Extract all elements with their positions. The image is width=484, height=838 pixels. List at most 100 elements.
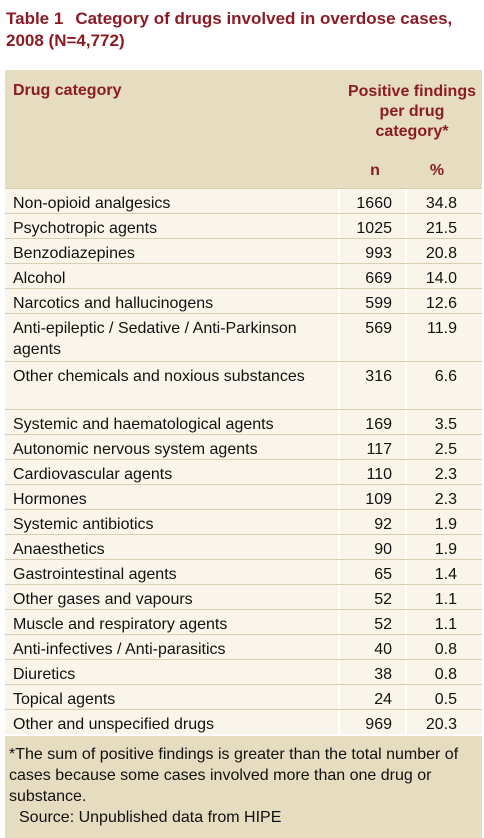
column-divider [405, 585, 407, 609]
percent: 20.3 [425, 716, 457, 733]
column-divider [405, 535, 407, 559]
percent: 0.5 [434, 691, 457, 708]
column-divider [338, 535, 340, 559]
header-category: Drug category [13, 82, 122, 99]
column-divider [405, 510, 407, 534]
column-divider [405, 610, 407, 634]
table-row: Diuretics 38 0.8 [5, 659, 482, 684]
source: Source: Unpublished data from HIPE [19, 809, 282, 826]
percent: 0.8 [434, 641, 457, 658]
column-divider [405, 560, 407, 584]
count: 109 [365, 491, 392, 508]
table-row: Other chemicals and noxious substances 31… [5, 361, 482, 409]
drug-category: Gastrointestinal agents [13, 566, 177, 583]
count: 599 [365, 295, 392, 312]
drug-category: Diuretics [13, 666, 76, 683]
drug-category: Psychotropic agents [13, 220, 158, 237]
drug-category: Hormones [13, 491, 87, 508]
column-divider [338, 560, 340, 584]
count: 38 [374, 666, 392, 683]
table-row: Benzodiazepines 993 20.8 [5, 238, 482, 263]
column-divider [405, 435, 407, 459]
drug-category: Systemic and haematological agents [13, 416, 274, 433]
drug-category: Autonomic nervous system agents [13, 441, 258, 458]
drug-category: Other gases and vapours [13, 591, 193, 608]
count: 993 [365, 245, 392, 262]
table-row: Systemic and haematological agents 169 3.5 [5, 409, 482, 434]
count: 65 [374, 566, 392, 583]
column-divider [338, 435, 340, 459]
column-divider [338, 214, 340, 238]
percent: 0.8 [434, 666, 457, 683]
column-divider [405, 635, 407, 659]
count: 40 [374, 641, 392, 658]
count: 169 [365, 416, 392, 433]
column-divider [338, 362, 340, 409]
column-divider [338, 510, 340, 534]
percent: 11.9 [427, 320, 457, 337]
percent: 2.3 [434, 491, 457, 508]
column-divider [338, 485, 340, 509]
percent: 21.5 [425, 220, 457, 237]
drug-category: Alcohol [13, 270, 66, 287]
drug-category: Anti-infectives / Anti-parasitics [13, 641, 226, 658]
count: 90 [374, 541, 392, 558]
footnote: *The sum of positive findings is greater… [9, 746, 459, 805]
table-row: Anaesthetics 90 1.9 [5, 534, 482, 559]
drug-category: Anaesthetics [13, 541, 105, 558]
column-divider [338, 264, 340, 288]
column-divider [338, 314, 340, 361]
percent: 34.8 [425, 195, 457, 212]
table-row: Alcohol 669 14.0 [5, 263, 482, 288]
title-text: Category of drugs involved in overdose c… [6, 9, 453, 50]
drug-category: Other chemicals and noxious substances [13, 368, 305, 385]
column-divider [405, 362, 407, 409]
column-divider [405, 710, 407, 734]
percent: 1.9 [434, 516, 457, 533]
count: 110 [366, 466, 392, 483]
column-divider [338, 685, 340, 709]
drug-category: Topical agents [13, 691, 116, 708]
count: 569 [365, 320, 392, 337]
percent: 20.8 [425, 245, 457, 262]
column-divider [405, 314, 407, 361]
table-row: Narcotics and hallucinogens 599 12.6 [5, 288, 482, 313]
count: 52 [374, 616, 392, 633]
count: 1025 [356, 220, 392, 237]
column-divider [405, 485, 407, 509]
count: 969 [365, 716, 392, 733]
drug-category: Other and unspecified drugs [13, 716, 215, 733]
column-divider [405, 410, 407, 434]
count: 1660 [356, 195, 392, 212]
table-label: Table 1 [6, 9, 64, 28]
count: 669 [365, 270, 392, 287]
percent: 2.3 [434, 466, 457, 483]
column-divider [338, 610, 340, 634]
table-footer: *The sum of positive findings is greater… [5, 736, 482, 838]
drug-category: Cardiovascular agents [13, 466, 173, 483]
column-divider [338, 710, 340, 734]
percent: 1.1 [434, 591, 457, 608]
count: 316 [365, 368, 392, 385]
column-divider [405, 660, 407, 684]
column-divider [338, 460, 340, 484]
column-divider [338, 189, 340, 213]
column-divider [405, 264, 407, 288]
drug-category: Narcotics and hallucinogens [13, 295, 214, 312]
table-row: Gastrointestinal agents 65 1.4 [5, 559, 482, 584]
percent: 14.0 [425, 270, 457, 287]
percent: 1.9 [434, 541, 457, 558]
header-n: n [370, 162, 380, 179]
column-divider [338, 660, 340, 684]
table-row: Hormones 109 2.3 [5, 484, 482, 509]
drug-category: Anti-epileptic / Sedative / Anti-Parkins… [13, 320, 297, 358]
header-findings: Positive findings per drug category* [347, 83, 476, 140]
column-divider [338, 585, 340, 609]
table-row: Anti-infectives / Anti-parasitics 40 0.8 [5, 634, 482, 659]
table-row: Cardiovascular agents 110 2.3 [5, 459, 482, 484]
table-row: Non-opioid analgesics 1660 34.8 [5, 188, 482, 213]
table-row: Systemic antibiotics 92 1.9 [5, 509, 482, 534]
table-row: Psychotropic agents 1025 21.5 [5, 213, 482, 238]
drug-category: Muscle and respiratory agents [13, 616, 228, 633]
percent: 1.1 [434, 616, 457, 633]
